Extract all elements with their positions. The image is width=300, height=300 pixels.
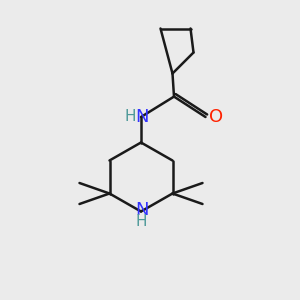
Text: N: N [135, 201, 148, 219]
Text: H: H [125, 109, 136, 124]
Text: O: O [209, 108, 223, 126]
Text: H: H [136, 214, 147, 230]
Text: N: N [135, 108, 148, 126]
